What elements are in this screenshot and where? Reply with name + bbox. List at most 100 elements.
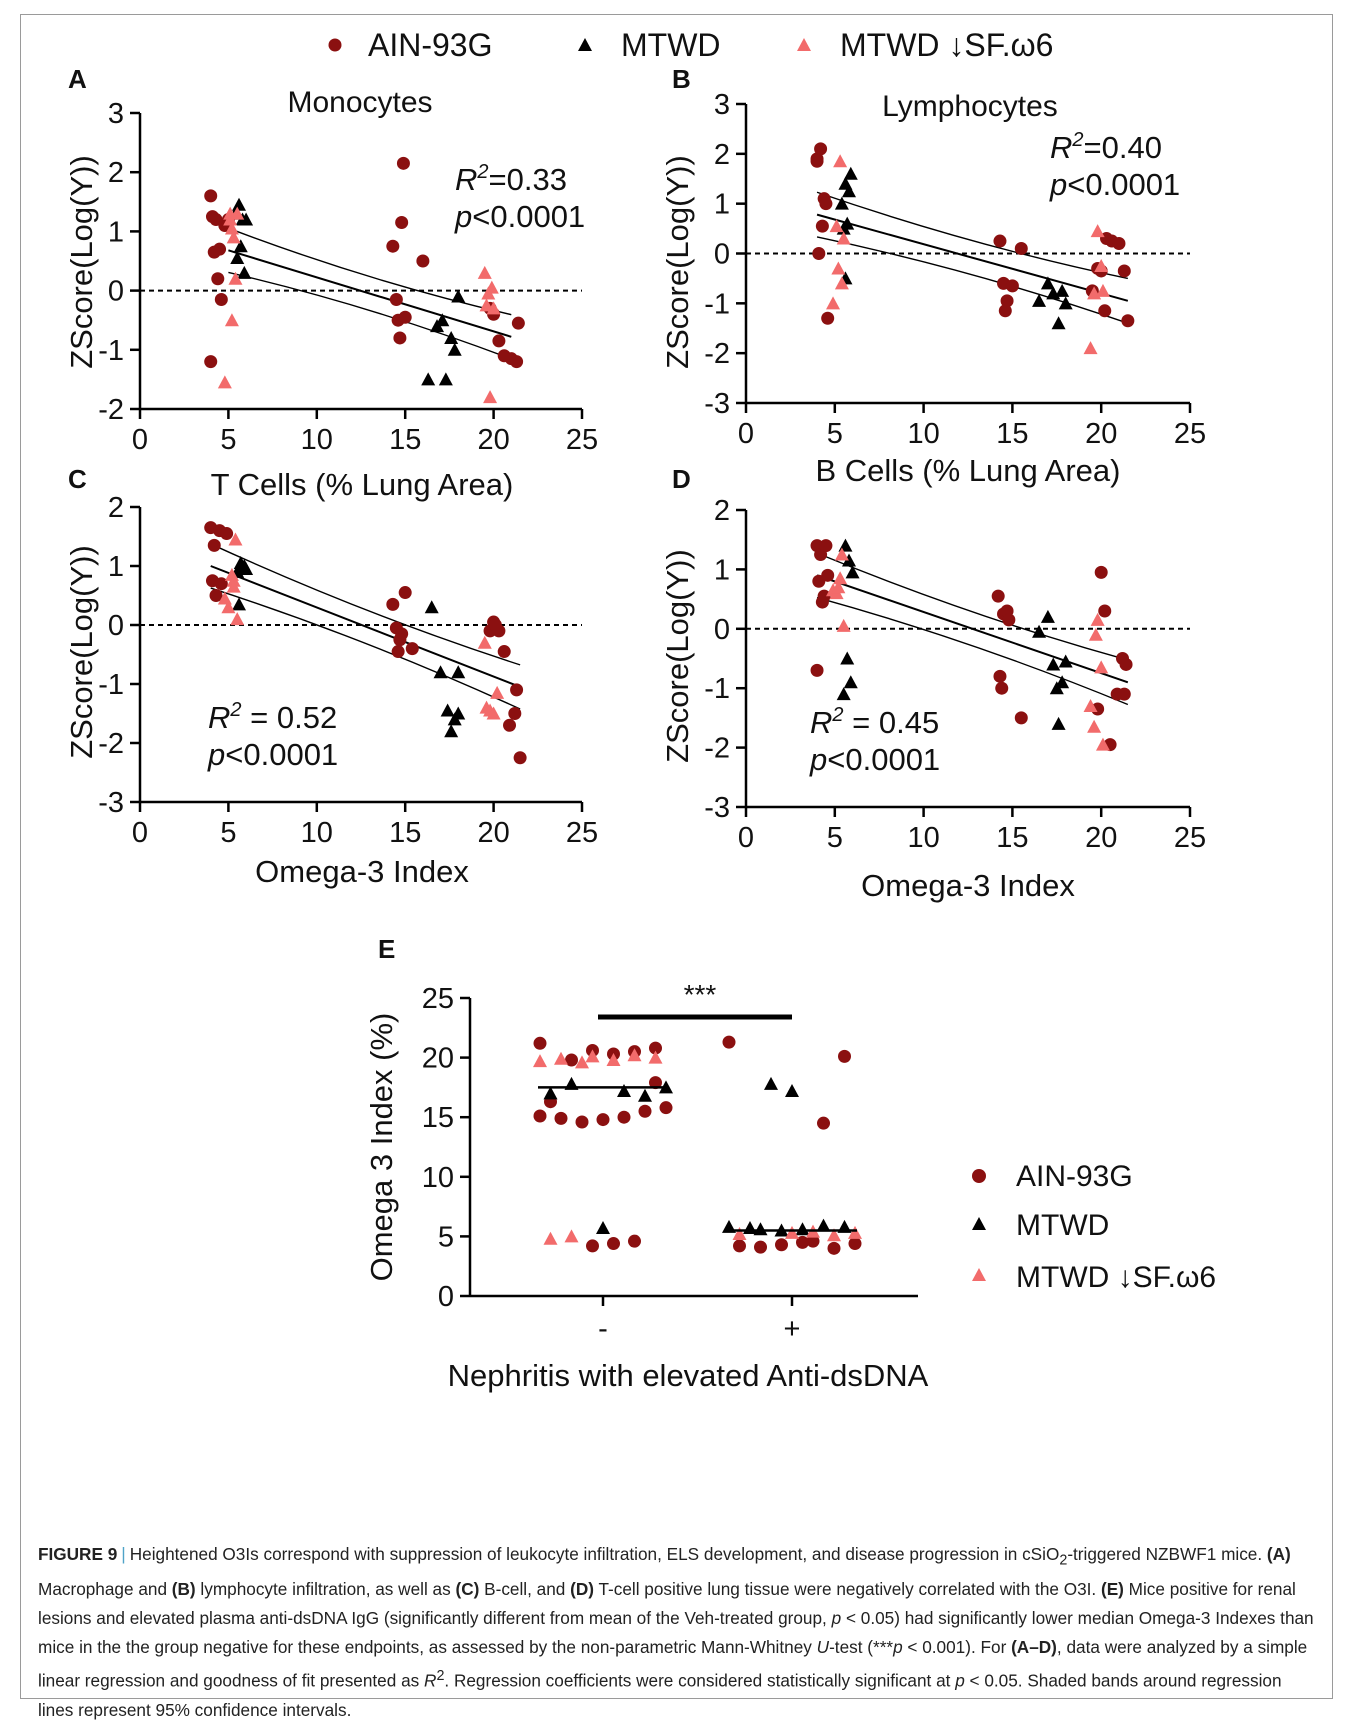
caption-r: R bbox=[424, 1671, 437, 1692]
panel-b-y-tick-label: 1 bbox=[714, 189, 730, 221]
panel-c-x-tick-label: 5 bbox=[220, 817, 236, 849]
panel-c-point-mtwd_sf bbox=[477, 635, 492, 649]
panel-b-point-mtwd_sf bbox=[1095, 283, 1110, 297]
caption-r-sup: 2 bbox=[436, 1668, 445, 1685]
panel-b-x-tick-label: 15 bbox=[996, 418, 1028, 450]
panel-e-point-mtwd_sf bbox=[785, 1225, 799, 1239]
panel-a-point-mtwd_sf bbox=[226, 230, 241, 244]
panel-e-point-mtwd bbox=[795, 1222, 810, 1236]
panel-d-y-tick-label: -1 bbox=[704, 673, 730, 705]
panel-a-point-ain bbox=[396, 156, 410, 170]
panel-c-x-tick-label: 25 bbox=[566, 817, 598, 849]
panel-d-y-tick-label: 2 bbox=[714, 495, 730, 527]
panel-b-point-mtwd_sf bbox=[833, 154, 848, 168]
panel-c-point-ain bbox=[508, 707, 522, 720]
panel-a-point-mtwd bbox=[447, 342, 462, 356]
panel-d-x-tick-label: 0 bbox=[738, 822, 754, 854]
panel-b-point-mtwd_sf bbox=[1094, 258, 1109, 272]
panel-d-ci-lower bbox=[816, 596, 1129, 706]
panel-e-point-mtwd bbox=[816, 1218, 831, 1232]
panel-e-point-ain bbox=[596, 1113, 610, 1127]
panel-c-point-ain bbox=[386, 597, 400, 611]
panel-e-point-mtwd_sf bbox=[732, 1227, 747, 1241]
panel-e-point-mtwd_sf bbox=[564, 1229, 579, 1243]
panel-e-point-mtwd_sf bbox=[585, 1049, 600, 1063]
caption-ref-d: (D) bbox=[570, 1579, 594, 1600]
panel-b-point-ain bbox=[1014, 242, 1028, 256]
panel-e-point-ain bbox=[628, 1234, 641, 1248]
panel-a-title: Monocytes bbox=[287, 86, 432, 119]
panel-a-point-mtwd bbox=[233, 239, 248, 253]
panel-a-y-tick-label: -1 bbox=[98, 335, 124, 367]
panel-d-point-ain bbox=[821, 568, 835, 582]
caption-text-8: , data were analyzed by a simple linear … bbox=[38, 1637, 1308, 1692]
caption-ref-e: (E) bbox=[1100, 1579, 1124, 1600]
panel-e-point-ain bbox=[533, 1109, 547, 1123]
caption-text-6b: < 0.05) had significantly lower median O… bbox=[38, 1608, 1314, 1658]
panel-e-point-mtwd_sf bbox=[827, 1228, 841, 1242]
panel-e-legend: AIN-93G MTWD MTWD ↓SF.ω6 bbox=[972, 1160, 1216, 1294]
panel-e-point-ain bbox=[838, 1049, 851, 1063]
panel-a-point-mtwd bbox=[438, 372, 453, 386]
panel-a-point-mtwd_sf bbox=[483, 390, 498, 404]
panel-b-point-mtwd_sf bbox=[834, 276, 849, 290]
panel-b-pvalue: p<0.0001 bbox=[1049, 167, 1180, 202]
panel-c-x-tick-label: 20 bbox=[477, 817, 509, 849]
panel-c-point-ain bbox=[510, 683, 524, 697]
panel-a-point-mtwd_sf bbox=[224, 313, 239, 327]
panel-a-x-tick-label: 15 bbox=[389, 424, 421, 456]
panel-c-y-tick-label: 1 bbox=[108, 551, 124, 583]
panel-d-point-mtwd bbox=[842, 553, 857, 567]
panel-b-x-tick-label: 0 bbox=[738, 418, 754, 450]
panel-d-x-tick-label: 15 bbox=[996, 822, 1028, 854]
panel-b-y-tick-label: -2 bbox=[704, 338, 730, 370]
panel-d-point-mtwd_sf bbox=[1090, 612, 1105, 626]
panel-e: E 0 5 10 15 20 25 - + Nephritis with elevated Ant… bbox=[364, 934, 929, 1393]
caption-u: U bbox=[816, 1637, 830, 1658]
panel-c-point-mtwd_sf bbox=[486, 706, 501, 720]
panel-a-point-mtwd bbox=[237, 265, 252, 279]
panel-c-point-ain bbox=[220, 527, 234, 541]
figure-caption: FIGURE 9 | Heightened O3Is correspond with… bbox=[38, 1540, 1318, 1725]
panel-a-letter: A bbox=[68, 64, 87, 94]
panel-b-point-ain bbox=[993, 234, 1007, 248]
panel-c-point-ain bbox=[503, 718, 517, 732]
panel-c-letter: C bbox=[68, 464, 87, 494]
panel-e-x-tick-label: + bbox=[784, 1313, 801, 1345]
panel-a-y-tick-label: 0 bbox=[108, 276, 124, 308]
panel-d-point-mtwd_sf bbox=[833, 571, 848, 585]
panel-a-x-label: T Cells (% Lung Area) bbox=[211, 467, 514, 502]
panel-d-point-mtwd_sf bbox=[1083, 699, 1098, 713]
panel-d-point-mtwd bbox=[1040, 609, 1055, 623]
panel-a-x-tick-label: 10 bbox=[301, 424, 333, 456]
panel-a-y-tick-label: 3 bbox=[108, 98, 124, 130]
panel-c-point-mtwd bbox=[451, 706, 466, 720]
panel-a-point-mtwd_sf bbox=[481, 286, 496, 300]
panel-d-point-ain bbox=[993, 669, 1007, 683]
panel-d-y-tick-label: 1 bbox=[714, 554, 730, 586]
caption-text-9: . Regression coefficients were considere… bbox=[444, 1671, 956, 1692]
panel-e-point-ain bbox=[533, 1036, 547, 1050]
panel-d-point-mtwd bbox=[1051, 716, 1066, 730]
panel-e-point-mtwd bbox=[596, 1221, 610, 1235]
panel-e-point-ain bbox=[607, 1237, 620, 1251]
panel-d-point-ain bbox=[819, 539, 833, 553]
panel-e-point-ain bbox=[775, 1238, 788, 1252]
panel-a-point-mtwd bbox=[230, 251, 245, 265]
panel-e-point-mtwd bbox=[617, 1083, 631, 1097]
panel-a-point-mtwd bbox=[421, 372, 436, 386]
panel-a-y-tick-label: 1 bbox=[108, 216, 124, 248]
panel-b-point-mtwd bbox=[1032, 293, 1047, 307]
panel-b-point-ain bbox=[810, 154, 824, 168]
panel-d-point-mtwd_sf bbox=[1095, 737, 1110, 751]
panel-e-x-tick-label: - bbox=[598, 1313, 608, 1345]
panel-e-point-mtwd bbox=[743, 1221, 757, 1235]
panel-c-ci-upper bbox=[210, 543, 521, 666]
panel-c-point-ain bbox=[207, 538, 221, 552]
panel-e-point-ain bbox=[649, 1076, 662, 1090]
panel-b-point-ain bbox=[821, 311, 835, 325]
panel-c-point-mtwd_sf bbox=[221, 600, 236, 614]
panel-a-point-mtwd_sf bbox=[223, 206, 238, 220]
